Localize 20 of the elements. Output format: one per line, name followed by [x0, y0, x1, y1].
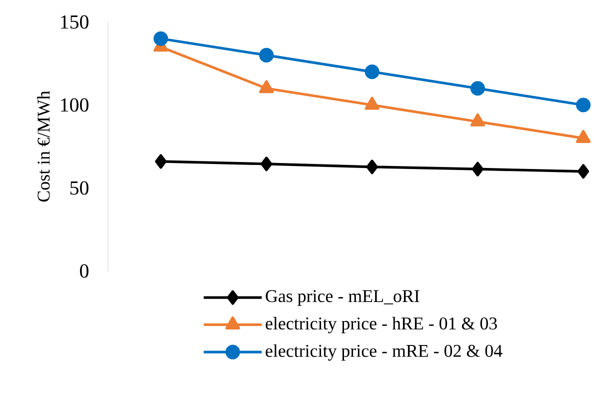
point: [155, 154, 167, 169]
y-tick-label: 100: [61, 98, 88, 112]
point: [260, 156, 272, 172]
legend-label: Gas price - mEL_oRI: [266, 290, 420, 306]
point: [259, 48, 274, 62]
point: [259, 80, 274, 94]
y-axis-title: Cost in €/MWh: [37, 90, 50, 202]
point: [470, 81, 485, 96]
point: [366, 160, 378, 174]
point: [576, 98, 591, 112]
point: [578, 164, 590, 179]
y-tick-label: 0: [80, 264, 88, 278]
point: [364, 96, 380, 110]
point: [154, 31, 168, 46]
y-tick-label: 50: [70, 181, 88, 195]
y-tick-label: 150: [61, 15, 88, 29]
legend-label: electricity price - mRE - 02 & 04: [266, 344, 502, 361]
point: [364, 64, 380, 80]
legend-label: electricity price - hRE - 01 & 03: [266, 316, 497, 334]
point: [472, 162, 484, 176]
